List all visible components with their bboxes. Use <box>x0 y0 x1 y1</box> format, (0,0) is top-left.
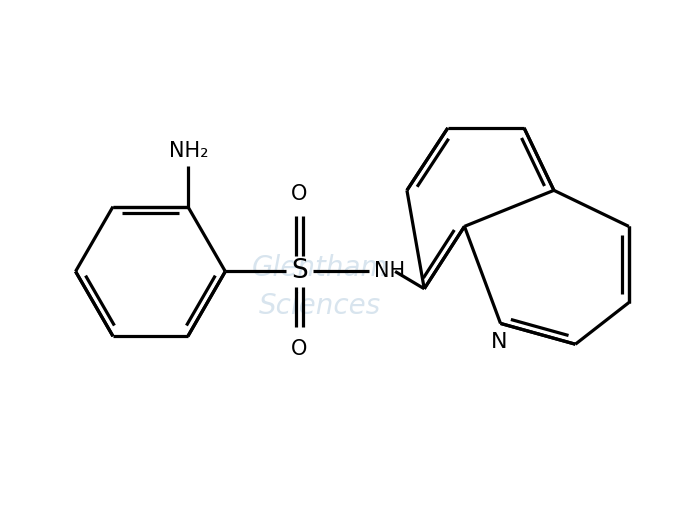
Text: Glentham: Glentham <box>252 254 388 282</box>
Text: N: N <box>491 332 507 352</box>
Text: Sciences: Sciences <box>259 292 381 320</box>
Text: NH: NH <box>374 262 406 281</box>
Text: S: S <box>291 258 308 284</box>
Text: O: O <box>292 184 308 203</box>
Text: O: O <box>292 340 308 359</box>
Text: NH₂: NH₂ <box>169 141 209 161</box>
